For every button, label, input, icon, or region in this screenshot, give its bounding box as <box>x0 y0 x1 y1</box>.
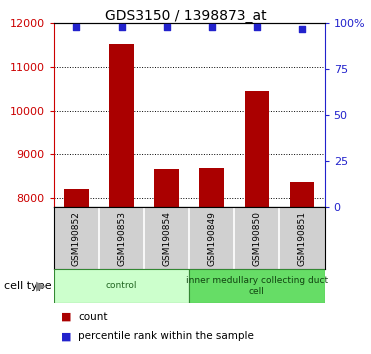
Text: count: count <box>78 312 108 322</box>
Bar <box>199 168 224 354</box>
Point <box>164 24 170 29</box>
Bar <box>244 91 269 354</box>
Point <box>119 24 125 29</box>
Text: GSM190850: GSM190850 <box>252 211 262 266</box>
Text: GSM190853: GSM190853 <box>117 211 126 266</box>
Bar <box>189 269 325 303</box>
Text: GSM190849: GSM190849 <box>207 211 216 266</box>
Text: control: control <box>106 281 137 290</box>
Text: GDS3150 / 1398873_at: GDS3150 / 1398873_at <box>105 9 266 23</box>
Point <box>254 24 260 29</box>
Bar <box>54 269 189 303</box>
Text: ■: ■ <box>61 312 72 322</box>
Text: ▶: ▶ <box>36 279 46 292</box>
Text: percentile rank within the sample: percentile rank within the sample <box>78 331 254 341</box>
Bar <box>109 44 134 354</box>
Point <box>73 24 79 29</box>
Text: GSM190852: GSM190852 <box>72 211 81 266</box>
Text: ■: ■ <box>61 331 72 341</box>
Text: GSM190854: GSM190854 <box>162 211 171 266</box>
Text: cell type: cell type <box>4 281 51 291</box>
Point <box>299 26 305 32</box>
Text: inner medullary collecting duct
cell: inner medullary collecting duct cell <box>186 276 328 296</box>
Text: GSM190851: GSM190851 <box>298 211 306 266</box>
Bar <box>154 170 179 354</box>
Point <box>209 24 215 29</box>
Bar <box>64 189 89 354</box>
Bar <box>290 182 315 354</box>
